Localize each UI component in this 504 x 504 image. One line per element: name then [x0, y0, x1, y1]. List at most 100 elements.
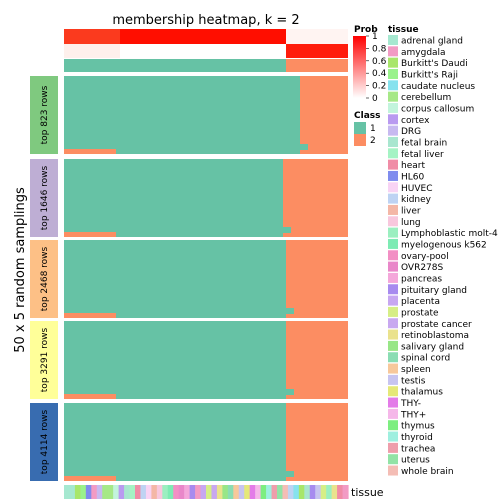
row-group-4: top 3291 rows [30, 321, 348, 399]
class-2-step [64, 232, 116, 237]
prob-tick-label: 0.2 [372, 82, 386, 92]
prob-row-2-a [64, 44, 120, 58]
class-2-block [286, 403, 348, 481]
prob-row-1-b [120, 29, 286, 44]
tissue-legend-swatch [388, 329, 398, 340]
class-1-step [286, 308, 294, 314]
class-2-block [286, 321, 348, 399]
tissue-legend-swatch [388, 442, 398, 453]
tissue-cell [342, 485, 349, 499]
tissue-cell [74, 485, 81, 499]
tissue-legend-label: pituitary gland [401, 286, 467, 296]
tissue-cell [320, 485, 327, 499]
tissue-legend-swatch [388, 136, 398, 147]
prob-legend: Prob 0 0.2 0.4 0.6 0.8 1 [353, 25, 387, 104]
tissue-legend-label: fetal liver [401, 150, 444, 160]
tissue-cell [206, 485, 213, 499]
tissue-legend-label: Lymphoblastic molt-4 [401, 229, 498, 239]
class-2-step [64, 394, 116, 399]
class-2-block [300, 76, 348, 154]
tissue-legend-label: THY+ [400, 410, 426, 420]
tissue-cell [244, 485, 251, 499]
prob-tick-label: 0.6 [372, 57, 387, 67]
tissue-cell [277, 485, 284, 499]
prob-row-1-a [64, 29, 120, 44]
tissue-legend-swatch [388, 397, 398, 408]
tissue-cell [80, 485, 87, 499]
tissue-cell [260, 485, 267, 499]
tissue-cell [298, 485, 305, 499]
tissue-legend-swatch [388, 284, 398, 295]
tissue-legend-label: heart [401, 161, 425, 171]
class-1-block [64, 240, 286, 318]
top-annotation [64, 29, 348, 72]
tissue-cell [255, 485, 262, 499]
tissue-legend-swatch [388, 91, 398, 102]
tissue-legend-title: tissue [388, 25, 419, 35]
tissue-cell [216, 485, 223, 499]
tissue-legend-label: testis [401, 376, 426, 386]
tissue-legend-label: OVR278S [401, 263, 444, 273]
tissue-legend-label: DRG [401, 127, 421, 137]
tissue-legend-label: liver [401, 206, 421, 216]
row-group-label: top 4114 rows [40, 409, 50, 474]
tissue-cell [326, 485, 333, 499]
tissue-cell [162, 485, 169, 499]
class-1-block [64, 321, 286, 399]
tissue-legend-label: corpus callosum [401, 104, 474, 114]
tissue-cell [69, 485, 76, 499]
class-1-step [286, 389, 294, 395]
row-group-label-bar [30, 159, 58, 237]
tissue-cell [184, 485, 191, 499]
tissue-cell [266, 485, 273, 499]
row-group-label: top 2468 rows [40, 246, 50, 311]
tissue-cell [304, 485, 311, 499]
tissue-cell [309, 485, 316, 499]
tissue-legend-swatch [388, 204, 398, 215]
tissue-legend-swatch [388, 57, 398, 68]
tissue-legend-label: caudate nucleus [401, 82, 475, 92]
row-group-2: top 1646 rows [30, 159, 348, 237]
tissue-cell [331, 485, 338, 499]
tissue-legend-label: Burkitt's Raji [401, 70, 458, 80]
bottom-tissue-annotation [64, 485, 349, 499]
tissue-legend-label: lung [401, 218, 421, 228]
tissue-legend-swatch [388, 374, 398, 385]
class-2-step [64, 476, 116, 481]
tissue-cell [189, 485, 196, 499]
tissue-legend-label: pancreas [401, 274, 442, 284]
tissue-legend-swatch [388, 352, 398, 363]
tissue-legend-label: thymus [401, 422, 435, 432]
tissue-legend-label: ovary-pool [401, 252, 449, 262]
row-group-label: top 823 rows [40, 85, 50, 144]
tissue-legend-label: retinoblastoma [401, 331, 469, 341]
tissue-legend-swatch [388, 102, 398, 113]
class-1-step [283, 227, 291, 233]
tissue-legend-swatch [388, 46, 398, 57]
tissue-legend-label: cerebellum [401, 93, 451, 103]
tissue-legend-swatch [388, 80, 398, 91]
tissue-cell [91, 485, 98, 499]
tissue-legend-swatch [388, 159, 398, 170]
class-1-block [64, 76, 300, 154]
tissue-cell [167, 485, 174, 499]
tissue-cell [145, 485, 152, 499]
row-group-5: top 4114 rows [30, 403, 348, 481]
tissue-legend-label: cortex [401, 116, 430, 126]
class-legend-title: Class [354, 111, 380, 121]
tissue-cell [124, 485, 131, 499]
tissue-legend-label: prostate cancer [401, 320, 472, 330]
tissue-legend-swatch [388, 227, 398, 238]
tissue-cell [287, 485, 294, 499]
tissue-cell [140, 485, 147, 499]
tissue-cell [96, 485, 103, 499]
tissue-cell [102, 485, 109, 499]
class-2-block [286, 240, 348, 318]
prob-row-1-c [286, 29, 348, 44]
tissue-legend-swatch [388, 318, 398, 329]
tissue-legend-swatch [388, 238, 398, 249]
tissue-legend-swatch [388, 454, 398, 465]
row-group-3: top 2468 rows [30, 240, 348, 318]
tissue-cell [249, 485, 256, 499]
